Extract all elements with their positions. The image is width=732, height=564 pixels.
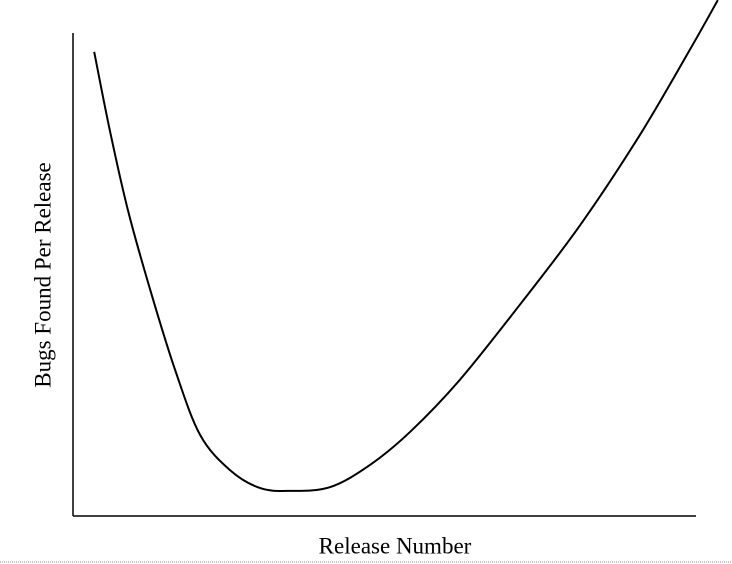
y-axis-label: Bugs Found Per Release (30, 162, 55, 388)
x-axis-label: Release Number (319, 533, 472, 558)
curve (93, 0, 719, 492)
